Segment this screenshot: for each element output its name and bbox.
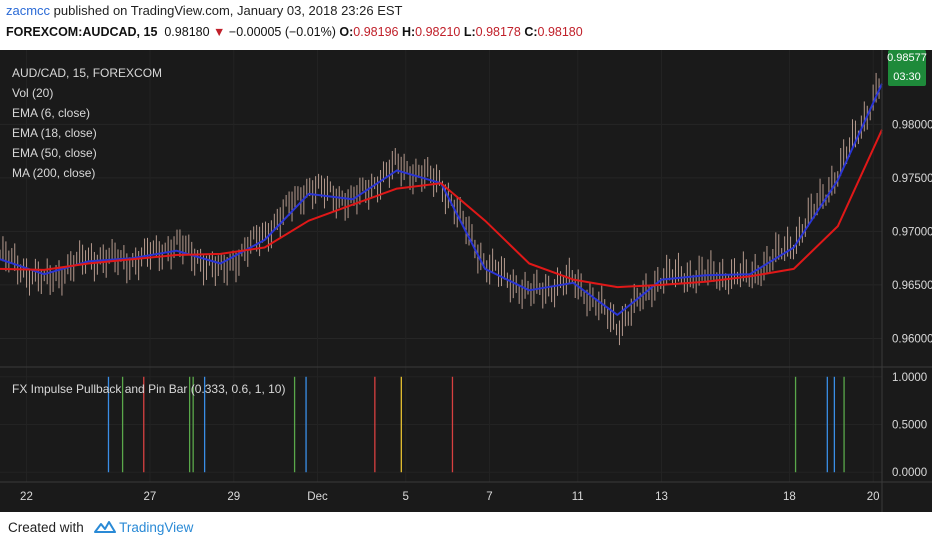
legend-item: EMA (50, close) (12, 146, 97, 160)
x-tick-label: 29 (227, 491, 240, 503)
x-tick-label: 5 (403, 491, 409, 503)
x-tick-label: 7 (486, 491, 492, 503)
publish-line: zacmcc published on TradingView.com, Jan… (6, 3, 403, 18)
indicator-legend: FX Impulse Pullback and Pin Bar (0.333, … (12, 382, 285, 396)
signal-lines (107, 376, 845, 473)
x-tick-label: 18 (783, 491, 796, 503)
chart-svg[interactable]: 0.98000 0.97500 0.97000 0.96500 0.96000 1.000… (0, 50, 932, 512)
chart-area[interactable]: 0.98000 0.97500 0.97000 0.96500 0.96000 1.000… (0, 50, 932, 512)
indicator-tick-label: 0.0000 (892, 467, 927, 479)
low-value: 0.98178 (475, 25, 521, 39)
close-label: C: (524, 25, 538, 39)
tradingview-brand-link[interactable]: TradingView (119, 520, 194, 535)
y-tick-label: 0.98000 (892, 119, 932, 131)
tradingview-logo-icon (93, 521, 116, 533)
low-label: L: (463, 25, 476, 39)
legend-item: MA (200, close) (12, 166, 95, 180)
ohlc-line: FOREXCOM:AUDCAD, 15 0.98180 ▼ −0.00005 (… (6, 25, 583, 39)
last-price: 0.98180 (164, 25, 210, 39)
y-tick-label: 0.96500 (892, 280, 932, 292)
y-tick-label: 0.97000 (892, 226, 932, 238)
symbol-label: FOREXCOM:AUDCAD, 15 (6, 25, 158, 39)
published-text: published on TradingView.com, January 03… (50, 3, 403, 18)
price-badge: 0.98577 03:30 (887, 50, 927, 86)
y-tick-label: 0.97500 (892, 173, 932, 185)
ema-slow-line (0, 129, 883, 289)
main-legend: AUD/CAD, 15, FOREXCOM Vol (20) EMA (6, c… (12, 66, 162, 180)
open-value: 0.98196 (353, 25, 399, 39)
indicator-tick-label: 0.5000 (892, 420, 927, 432)
x-tick-label: Dec (307, 491, 328, 503)
legend-item: EMA (6, close) (12, 106, 90, 120)
price-badge-value: 0.98577 (887, 52, 927, 64)
moving-average-lines (0, 83, 883, 316)
x-tick-label: 11 (572, 491, 584, 503)
x-tick-label: 27 (144, 491, 157, 503)
x-tick-label: 13 (655, 491, 668, 503)
open-label: O: (339, 25, 354, 39)
down-arrow-icon: ▼ (213, 25, 226, 39)
close-value: 0.98180 (537, 25, 583, 39)
price-candles (0, 72, 883, 346)
price-change: −0.00005 (−0.01%) (228, 25, 336, 39)
legend-item: Vol (20) (12, 86, 53, 100)
created-with-label: Created with (8, 520, 84, 535)
price-badge-time: 03:30 (893, 71, 921, 83)
price-badge-box (888, 50, 926, 86)
footer: Created with TradingView (8, 520, 193, 535)
high-label: H: (401, 25, 416, 39)
x-tick-label: 22 (20, 491, 33, 503)
axis-labels: 0.98000 0.97500 0.97000 0.96500 0.96000 1.000… (20, 119, 932, 503)
author-link[interactable]: zacmcc (6, 3, 51, 18)
indicator-tick-label: 1.0000 (892, 372, 927, 384)
y-tick-label: 0.96000 (892, 333, 932, 345)
x-tick-label: 20 (867, 491, 880, 503)
high-value: 0.98210 (415, 25, 461, 39)
legend-item: AUD/CAD, 15, FOREXCOM (12, 66, 162, 80)
legend-item: EMA (18, close) (12, 126, 97, 140)
